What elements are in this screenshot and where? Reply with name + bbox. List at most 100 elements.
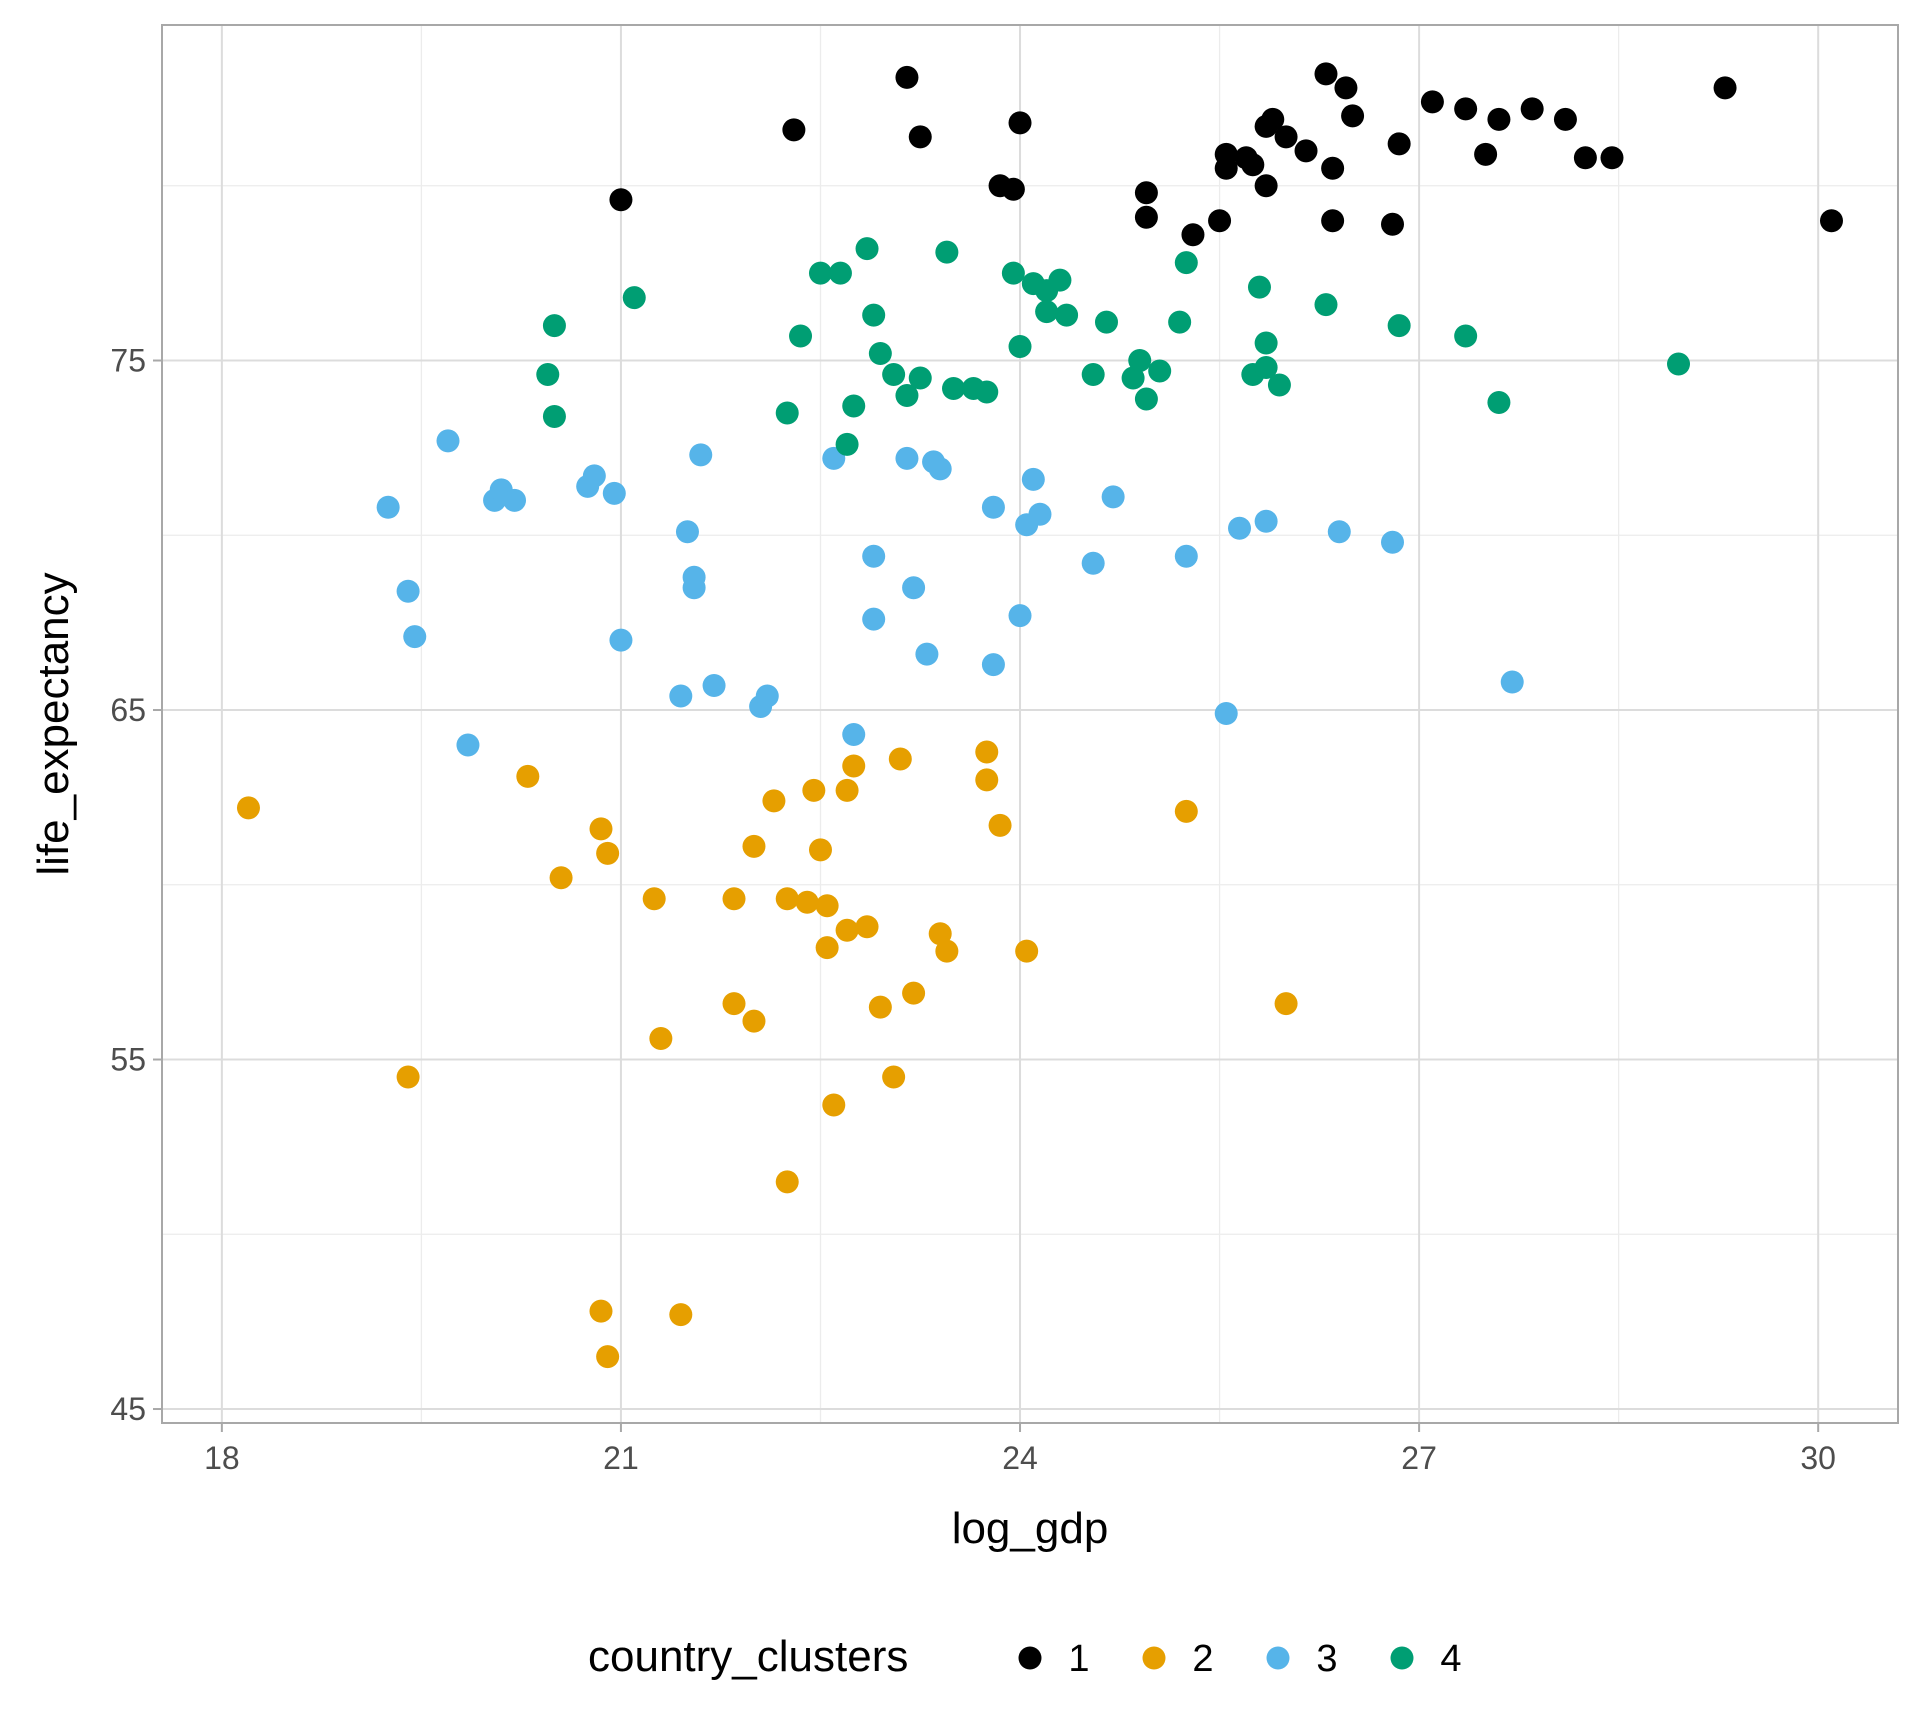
legend-key-1 (1018, 1646, 1042, 1670)
plot-panel-border (161, 24, 1899, 1424)
cluster-1-point (1134, 205, 1158, 229)
cluster-1-point (1487, 107, 1511, 131)
cluster-2-point (928, 922, 952, 946)
cluster-4-point (828, 261, 852, 285)
cluster-4-point (536, 363, 560, 386)
cluster-2-point (396, 1065, 420, 1089)
cluster-3-point (675, 520, 699, 544)
legend-key-4 (1390, 1646, 1414, 1670)
cluster-3-point (981, 653, 1005, 677)
cluster-2-point (762, 789, 786, 813)
cluster-3-point (1028, 502, 1052, 526)
cluster-1-point (1380, 212, 1404, 236)
cluster-3-point (1101, 485, 1125, 509)
cluster-2-point (642, 887, 666, 911)
cluster-3-point (396, 579, 420, 603)
cluster-2-point (882, 1065, 906, 1089)
cluster-2-point (516, 764, 540, 788)
cluster-2-point (808, 838, 832, 862)
cluster-1-point (1454, 97, 1478, 121)
cluster-2-point (669, 1303, 693, 1327)
cluster-4-point (842, 394, 866, 418)
x-tick-label: 21 (603, 1440, 639, 1476)
cluster-3-point (503, 488, 527, 512)
y-tick-label: 55 (110, 1042, 146, 1078)
cluster-2-point (742, 834, 766, 858)
x-tick-label: 30 (1800, 1440, 1836, 1476)
legend-key-2 (1142, 1646, 1166, 1670)
cluster-1-point (1713, 76, 1737, 100)
cluster-4-point (1094, 310, 1118, 334)
cluster-2-point (975, 768, 999, 792)
cluster-3-point (1214, 702, 1238, 726)
legend-items: 1 2 3 4 (1018, 1638, 1462, 1680)
y-axis-title: life_expectancy (29, 572, 78, 875)
cluster-2-point (822, 1093, 846, 1117)
cluster-4-point (1048, 268, 1072, 292)
cluster-1-point (1520, 97, 1544, 121)
cluster-3-point (862, 544, 886, 568)
cluster-3-point (755, 684, 779, 708)
points-layer (236, 62, 1843, 1369)
cluster-3-point (602, 481, 626, 505)
legend-label-3: 3 (1316, 1638, 1337, 1680)
cluster-2-point (868, 995, 892, 1019)
cluster-4-point (1148, 359, 1172, 383)
cluster-4-point (935, 240, 959, 264)
cluster-1-point (1214, 156, 1238, 180)
cluster-4-point (1055, 303, 1079, 327)
cluster-4-point (1254, 356, 1278, 380)
cluster-3-point (456, 733, 480, 757)
cluster-4-point (868, 342, 892, 366)
grid-layer (162, 25, 1898, 1423)
cluster-2-point (589, 817, 613, 841)
cluster-3-point (669, 684, 693, 708)
cluster-2-point (549, 866, 573, 890)
legend-key-3 (1266, 1646, 1290, 1670)
cluster-4-point (908, 366, 932, 390)
cluster-4-point (942, 376, 966, 400)
cluster-2-point (649, 1027, 673, 1051)
cluster-1-point (1420, 90, 1444, 114)
x-tick-label: 18 (204, 1440, 240, 1476)
cluster-4-point (1128, 349, 1152, 373)
cluster-3-point (1380, 530, 1404, 554)
cluster-4-point (1314, 293, 1338, 317)
cluster-1-point (1334, 76, 1358, 100)
cluster-1-point (1474, 142, 1498, 166)
cluster-2-point (935, 939, 959, 963)
cluster-2-point (596, 1345, 620, 1369)
cluster-2-point (1274, 992, 1298, 1016)
cluster-3-point (436, 429, 460, 453)
cluster-2-point (988, 813, 1012, 837)
cluster-4-point (1247, 275, 1271, 299)
cluster-2-point (835, 918, 859, 942)
cluster-2-point (596, 841, 620, 865)
cluster-4-point (775, 401, 799, 425)
cluster-4-point (1254, 331, 1278, 355)
cluster-4-point (855, 237, 879, 261)
cluster-4-point (975, 380, 999, 404)
cluster-2-point (775, 887, 799, 911)
cluster-4-point (1667, 352, 1691, 376)
cluster-1-point (908, 125, 932, 149)
cluster-1-point (895, 65, 919, 89)
cluster-1-point (1341, 104, 1365, 128)
cluster-4-point (835, 432, 859, 456)
cluster-1-point (1134, 181, 1158, 205)
legend: country_clusters 1 2 3 4 (588, 1632, 1462, 1681)
cluster-3-point (1500, 670, 1524, 694)
cluster-2-point (236, 796, 260, 820)
cluster-2-point (1174, 799, 1198, 823)
cluster-3-point (1254, 509, 1278, 533)
cluster-2-point (815, 894, 839, 918)
cluster-1-point (1274, 125, 1298, 149)
cluster-1-point (609, 188, 633, 212)
cluster-3-point (862, 607, 886, 631)
cluster-2-point (975, 740, 999, 764)
cluster-4-point (622, 286, 646, 310)
cluster-3-point (1174, 544, 1198, 568)
cluster-3-point (1021, 467, 1045, 491)
cluster-3-point (981, 495, 1005, 519)
